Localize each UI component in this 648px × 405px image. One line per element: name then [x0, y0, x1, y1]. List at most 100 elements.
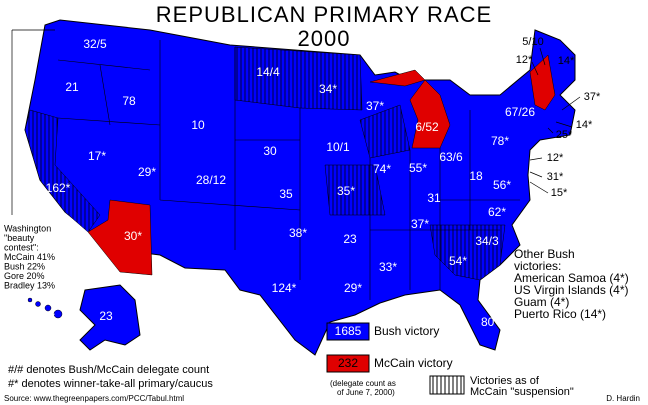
state-label: 55* — [409, 161, 427, 175]
source: Source: www.thegreenpapers.com/PCC/Tabul… — [4, 394, 184, 403]
state-label: 80* — [481, 315, 499, 329]
callout-label: 15* — [551, 187, 568, 199]
state-label: 35* — [337, 184, 355, 198]
state-label: 33* — [379, 260, 397, 274]
state-label: 31 — [427, 191, 441, 205]
state-label: 34/3 — [475, 234, 499, 248]
callout-line — [531, 61, 539, 76]
legend-bush-label: Bush victory — [374, 324, 439, 338]
state-label: 37* — [411, 217, 429, 231]
legend-mccain-count: 232 — [338, 356, 358, 370]
state-label: 162* — [46, 181, 71, 195]
callout-line — [547, 127, 554, 134]
state-label: 124* — [272, 281, 297, 295]
state-label: 29* — [138, 165, 156, 179]
hawaii-island — [53, 309, 63, 319]
state-label: 23 — [343, 232, 357, 246]
hawaii-island — [27, 297, 33, 303]
state-label: 74* — [373, 162, 391, 176]
washington-note: contest": — [4, 242, 39, 252]
title-year: 2000 — [298, 26, 351, 51]
other-victories: victories: — [514, 259, 561, 273]
hawaii-island — [35, 301, 41, 307]
footnote: #/# denotes Bush/McCain delegate count — [8, 364, 209, 376]
washington-note: Bush 22% — [4, 261, 45, 271]
state-label: 17* — [88, 149, 106, 163]
other-victories: Other Bush — [514, 247, 575, 261]
mccain-states — [87, 54, 556, 276]
callout-line — [529, 181, 549, 194]
southeast — [429, 224, 506, 281]
title: REPUBLICAN PRIMARY RACE — [156, 2, 492, 27]
legend-bush-box — [326, 322, 370, 341]
state-label: 6/52 — [415, 120, 439, 134]
michigan — [409, 79, 451, 149]
legend-bush-count: 1685 — [335, 324, 362, 338]
count-note: (delegate count as — [330, 379, 396, 388]
callout-line — [561, 96, 581, 111]
legend-hatch-box — [429, 375, 465, 395]
washington-note: Gore 20% — [4, 271, 45, 281]
alaska — [79, 284, 141, 351]
callout-label: 14* — [576, 119, 593, 131]
callout-label: 14* — [558, 55, 575, 67]
author: D. Hardin — [606, 394, 640, 403]
state-label: 18 — [469, 169, 483, 183]
state-label: 32/5 — [83, 37, 107, 51]
callout-line — [529, 171, 543, 178]
state-borders — [57, 40, 520, 300]
legend-mccain-label: McCain victory — [374, 356, 453, 370]
callout-label: 5/10 — [522, 36, 543, 48]
hawaii-island — [44, 304, 52, 312]
state-label: 67/26 — [505, 105, 535, 119]
callout-label: 31* — [547, 171, 564, 183]
dakotas-minnesota — [234, 46, 363, 111]
state-label: 35 — [279, 187, 293, 201]
arizona — [87, 199, 153, 276]
state-label: 23 — [99, 309, 113, 323]
callout-label: 12* — [516, 54, 533, 66]
new-england — [529, 54, 556, 111]
state-label: 38* — [289, 226, 307, 240]
washington-note: Washington — [4, 223, 51, 233]
state-label: 21 — [65, 80, 79, 94]
state-label: 28/12 — [196, 173, 226, 187]
state-label: 10 — [191, 118, 205, 132]
hatch-label: McCain "suspension" — [470, 386, 574, 398]
hatch-label: Victories as of — [470, 375, 540, 387]
callout-line — [555, 121, 573, 128]
callout-line — [539, 47, 546, 66]
state-label: 30 — [263, 144, 277, 158]
washington-note: Bradley 13% — [4, 280, 55, 290]
legend-mccain-box — [326, 354, 370, 373]
state-label: 14/4 — [256, 65, 280, 79]
washington-note: McCain 41% — [4, 252, 55, 262]
count-note: of June 7, 2000) — [337, 388, 395, 397]
state-label: 54* — [449, 254, 467, 268]
state-label: 10/1 — [326, 140, 350, 154]
state-label: 62* — [488, 205, 506, 219]
state-label: 78* — [491, 134, 509, 148]
state-label: 14* — [37, 310, 55, 324]
callout-label: 25* — [556, 129, 573, 141]
state-label: 30* — [124, 229, 142, 243]
hawaii — [27, 297, 63, 319]
state-label: 29* — [344, 281, 362, 295]
other-victories: Puerto Rico (14*) — [514, 307, 606, 321]
other-victories: American Samoa (4*) — [514, 271, 629, 285]
callout-lines — [11, 29, 581, 215]
callout-label: 37* — [584, 91, 601, 103]
other-victories: US Virgin Islands (4*) — [514, 283, 629, 297]
state-label: 37* — [366, 99, 384, 113]
footnote: #* denotes winner-take-all primary/caucu… — [8, 378, 213, 390]
callout-label: 12* — [547, 152, 564, 164]
other-victories: Guam (4*) — [514, 295, 569, 309]
michigan-upper — [369, 69, 426, 87]
state-label: 34* — [319, 82, 337, 96]
state-label: 63/6 — [439, 150, 463, 164]
state-label: 56* — [493, 178, 511, 192]
washington-note: "beauty — [4, 233, 35, 243]
callout-line — [529, 157, 543, 161]
state-label: 78 — [122, 94, 136, 108]
